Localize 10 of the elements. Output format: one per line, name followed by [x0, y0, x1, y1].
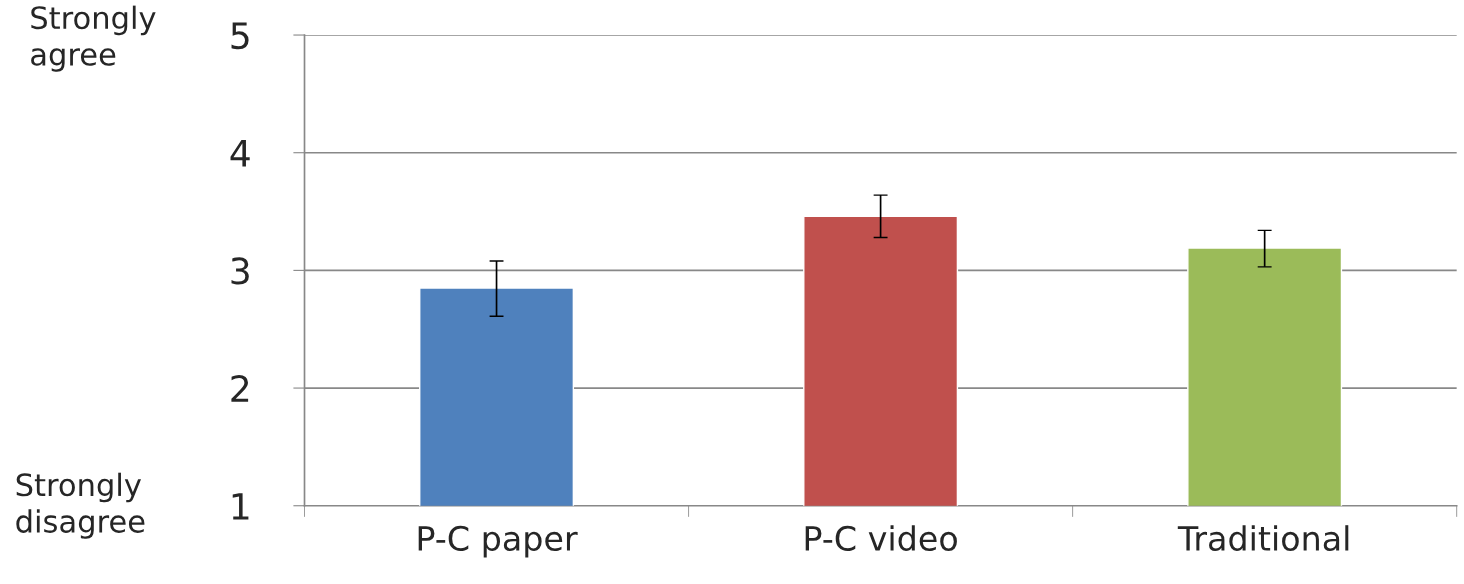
- y-tick-label: 2: [231, 374, 249, 402]
- y-tick-label: 3: [231, 257, 249, 285]
- y-tick-label: 1: [232, 493, 249, 520]
- text: Strongly disagree: [16, 472, 145, 539]
- x-tick-label: Traditional: [1177, 525, 1349, 551]
- y-tick-label: 4: [230, 140, 250, 167]
- x-tick-label: P-C video: [805, 525, 957, 551]
- text: Strongly agree: [31, 5, 156, 72]
- x-tick-label: P-C paper: [418, 525, 578, 558]
- y-tick-label: 5: [231, 22, 249, 50]
